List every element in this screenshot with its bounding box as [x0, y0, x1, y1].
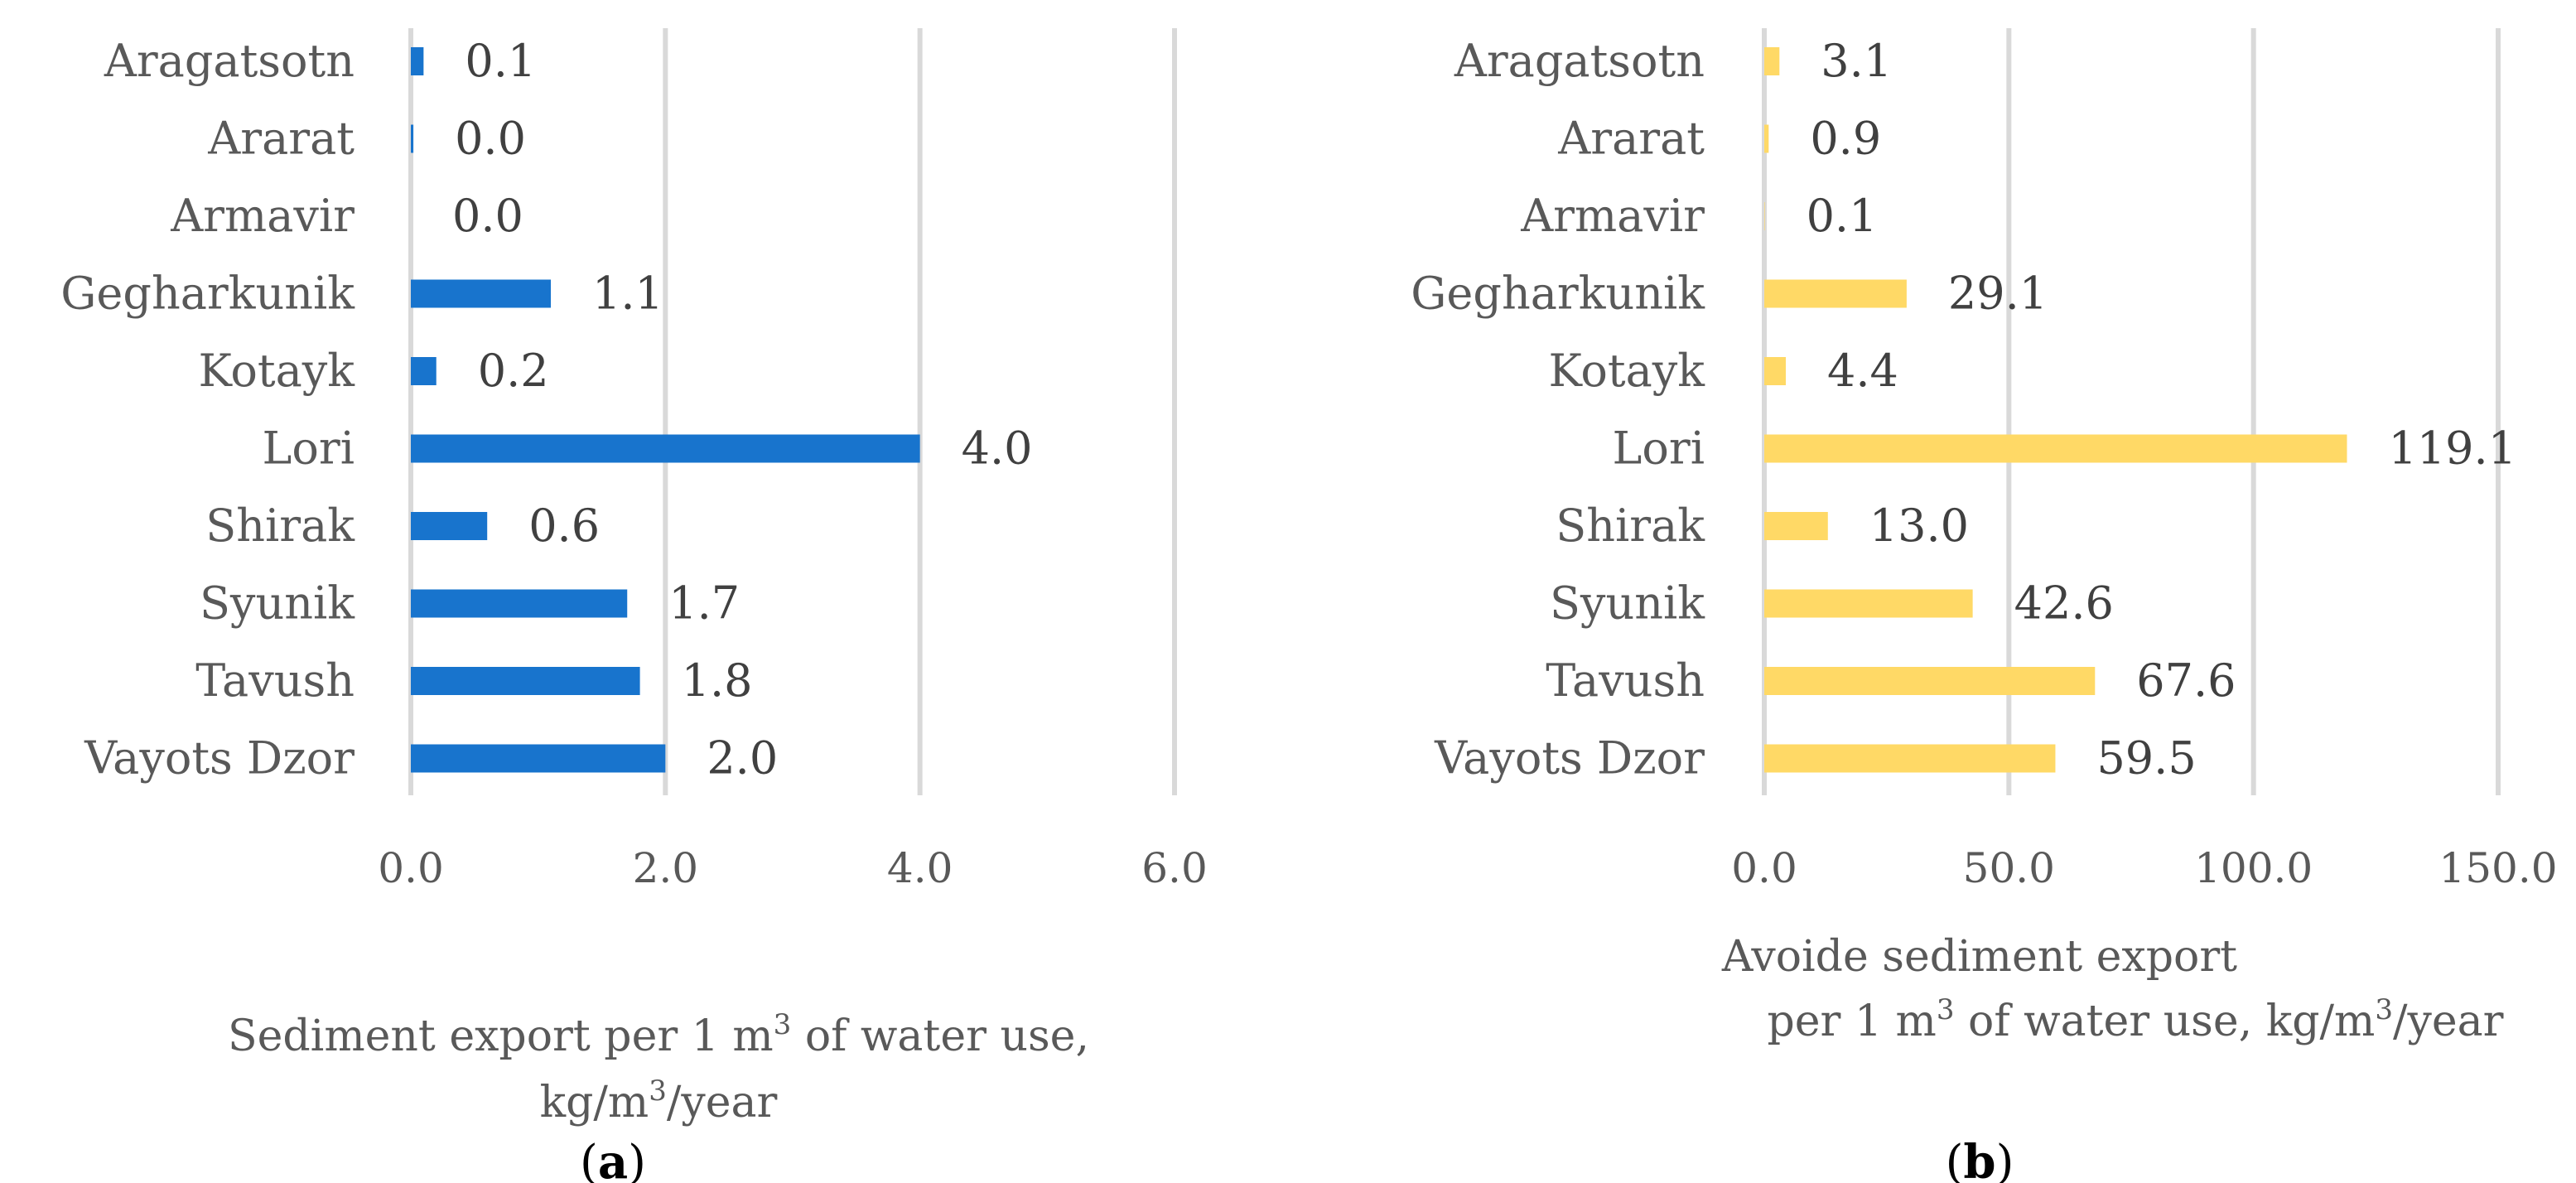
panel-a-category-label: Shirak: [205, 500, 355, 552]
panel-a-category-label: Vayots Dzor: [84, 732, 355, 785]
panel-b-bar: [1764, 124, 1769, 153]
panel-a-bar: [411, 279, 552, 308]
panel-b-letter: (b): [1946, 1135, 2014, 1183]
panel-a-data-label: 2.0: [707, 732, 778, 785]
panel-a-category-label: Syunik: [200, 577, 355, 630]
panel-b-x-axis-title-line2: per 1 m3 of water use, kg/m3/year: [1768, 993, 2504, 1046]
panel-b-category-label: Ararat: [1557, 113, 1705, 165]
panel-a-data-labels: 0.1 0.0 0.0 1.1 0.2 4.0 0.6 1.7 1.8 2.0: [452, 35, 1033, 785]
panel-a-x-tick-label: 0.0: [378, 844, 444, 892]
panel-b-category-label: Gegharkunik: [1411, 268, 1705, 320]
panel-b-x-tick-labels: 0.0 50.0 100.0 150.0: [1731, 844, 2557, 892]
panel-a-letter: (a): [580, 1135, 646, 1183]
panel-a-x-tick-label: 4.0: [887, 844, 953, 892]
panel-b-x-tick-label: 50.0: [1963, 844, 2055, 892]
panel-b-category-label: Syunik: [1550, 577, 1705, 630]
panel-b-data-label: 67.6: [2136, 654, 2236, 707]
panel-b-data-label: 13.0: [1869, 500, 1969, 552]
panel-a-category-label: Armavir: [170, 190, 355, 242]
panel-a-x-tick-label: 2.0: [633, 844, 699, 892]
panel-b-category-label: Armavir: [1520, 190, 1705, 242]
panel-a-x-tick-labels: 0.0 2.0 4.0 6.0: [378, 844, 1208, 892]
panel-b-category-label: Tavush: [1546, 654, 1705, 707]
panel-a-data-label: 0.0: [452, 190, 523, 242]
panel-a-bar: [411, 434, 920, 463]
panel-b-category-labels: Aragatsotn Ararat Armavir Gegharkunik Kotayk…: [1411, 35, 1705, 785]
panel-b-x-axis-title-line1: Avoide sediment export: [1721, 932, 2237, 982]
panel-a-category-label: Aragatsotn: [104, 35, 355, 87]
panel-b-category-label: Shirak: [1556, 500, 1705, 552]
panel-b-bar: [1764, 512, 1828, 540]
panel-a-bar: [411, 744, 666, 773]
panel-b-category-label: Kotayk: [1548, 345, 1705, 397]
panel-a-data-label: 0.0: [455, 113, 526, 165]
panel-a-category-label: Ararat: [207, 113, 355, 165]
panel-a-bar: [411, 589, 628, 618]
panel-a-bar: [411, 124, 414, 153]
panel-b-data-label: 42.6: [2014, 577, 2114, 630]
panel-a-data-label: 1.8: [682, 654, 753, 707]
panel-a-data-label: 1.7: [668, 577, 740, 630]
panel-a-bar-chart: Aragatsotn Ararat Armavir Gegharkunik Kotayk…: [60, 28, 1208, 1183]
panel-a-category-label: Lori: [263, 422, 355, 475]
panel-a-bar: [411, 357, 437, 385]
panel-a-data-label: 1.1: [592, 268, 663, 320]
panel-b-bar: [1764, 47, 1780, 75]
panel-a-x-tick-label: 6.0: [1141, 844, 1208, 892]
panel-b-bar: [1764, 434, 2347, 463]
panel-b-data-label: 4.4: [1827, 345, 1898, 397]
panel-a-data-label: 4.0: [962, 422, 1033, 475]
panel-b-category-label: Aragatsotn: [1454, 35, 1705, 87]
panel-b-bar: [1764, 744, 2056, 773]
panel-b-bar-chart: Aragatsotn Ararat Armavir Gegharkunik Kotayk…: [1411, 28, 2558, 1183]
panel-b-data-label: 0.1: [1807, 190, 1878, 242]
panel-b-data-label: 119.1: [2388, 422, 2516, 475]
panel-a-bar: [411, 47, 424, 75]
panel-b-category-label: Lori: [1613, 422, 1705, 475]
panel-a-data-label: 0.2: [478, 345, 549, 397]
panel-a-category-labels: Aragatsotn Ararat Armavir Gegharkunik Kotayk…: [60, 35, 355, 785]
panel-b-bar: [1764, 202, 1765, 230]
panel-b-bar: [1764, 589, 1973, 618]
panel-a-bar: [411, 667, 640, 695]
panel-a-category-label: Gegharkunik: [60, 268, 355, 320]
panel-b-bar: [1764, 279, 1907, 308]
panel-b-category-label: Vayots Dzor: [1434, 732, 1705, 785]
panel-b-data-label: 3.1: [1821, 35, 1892, 87]
panel-b-bar: [1764, 357, 1786, 385]
panel-b-x-tick-label: 150.0: [2439, 844, 2557, 892]
panel-b-bars: [1764, 47, 2347, 773]
panel-a-bar: [411, 512, 488, 540]
panel-b-x-tick-label: 0.0: [1731, 844, 1797, 892]
panel-a-x-axis-title-line2: kg/m3/year: [540, 1074, 778, 1127]
panel-a-category-label: Tavush: [195, 654, 355, 707]
panel-a-data-label: 0.1: [465, 35, 536, 87]
panel-a-data-label: 0.6: [528, 500, 600, 552]
panel-b-data-label: 29.1: [1948, 268, 2048, 320]
panel-b-data-labels: 3.1 0.9 0.1 29.1 4.4 119.1 13.0 42.6 67.6 59.5: [1807, 35, 2516, 785]
panel-a-x-axis-title-line1: Sediment export per 1 m3 of water use,: [228, 1008, 1089, 1061]
panel-a-category-label: Kotayk: [198, 345, 355, 397]
panel-b-data-label: 59.5: [2096, 732, 2196, 785]
panel-b-x-tick-label: 100.0: [2194, 844, 2313, 892]
panel-b-bar: [1764, 667, 2096, 695]
panel-a-bars: [411, 47, 920, 773]
panel-b-data-label: 0.9: [1810, 113, 1881, 165]
